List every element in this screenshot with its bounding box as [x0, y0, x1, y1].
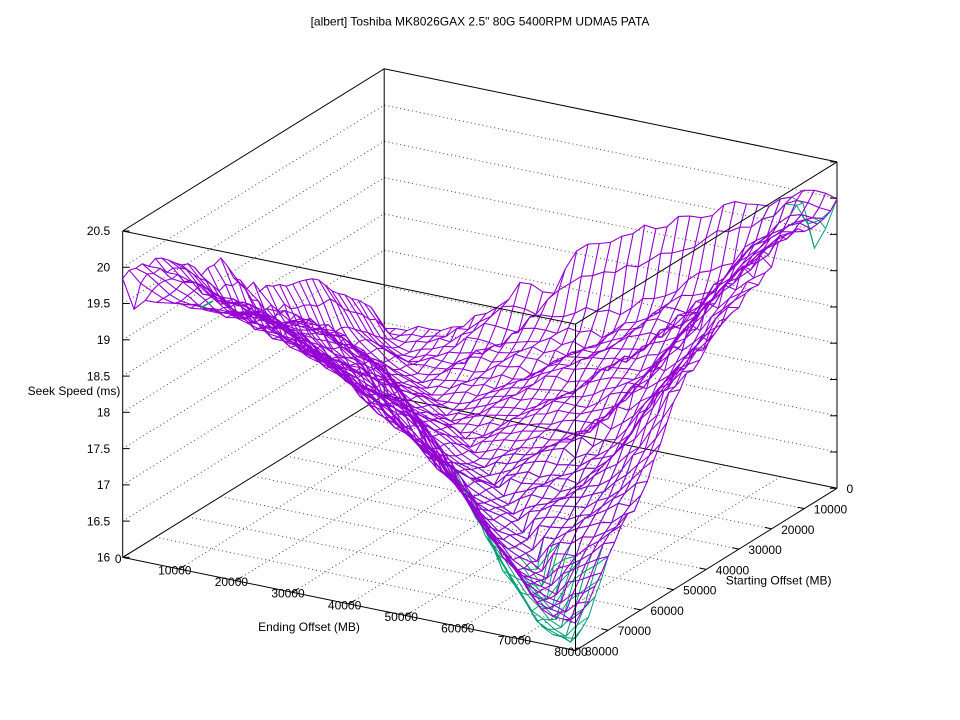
svg-text:18: 18	[97, 406, 111, 420]
svg-text:Starting Offset (MB): Starting Offset (MB)	[726, 574, 832, 588]
svg-text:16.5: 16.5	[87, 514, 111, 528]
svg-text:20000: 20000	[781, 523, 815, 537]
svg-text:60000: 60000	[650, 604, 684, 618]
svg-text:10000: 10000	[814, 503, 848, 517]
svg-text:60000: 60000	[441, 622, 475, 636]
svg-text:30000: 30000	[748, 543, 782, 557]
svg-text:80000: 80000	[554, 645, 588, 659]
svg-text:40000: 40000	[716, 563, 750, 577]
svg-text:50000: 50000	[683, 584, 717, 598]
svg-text:Seek Speed (ms): Seek Speed (ms)	[28, 384, 121, 398]
svg-text:40000: 40000	[328, 598, 362, 612]
svg-text:[albert] Toshiba MK8026GAX 2.5: [albert] Toshiba MK8026GAX 2.5" 80G 5400…	[311, 15, 650, 29]
svg-text:19.5: 19.5	[87, 297, 111, 311]
svg-text:20.5: 20.5	[87, 224, 111, 238]
svg-text:16: 16	[97, 551, 111, 565]
svg-text:20000: 20000	[215, 575, 249, 589]
svg-text:19: 19	[97, 333, 111, 347]
svg-text:Ending Offset (MB): Ending Offset (MB)	[258, 620, 360, 634]
svg-text:0: 0	[115, 552, 122, 566]
svg-text:17: 17	[97, 478, 111, 492]
svg-text:50000: 50000	[385, 610, 419, 624]
svg-text:18.5: 18.5	[87, 369, 111, 383]
svg-text:0: 0	[847, 482, 854, 496]
svg-text:70000: 70000	[498, 633, 532, 647]
svg-text:10000: 10000	[158, 563, 192, 577]
svg-text:30000: 30000	[271, 587, 305, 601]
svg-text:17.5: 17.5	[87, 442, 111, 456]
svg-text:70000: 70000	[618, 624, 652, 638]
svg-text:80000: 80000	[585, 644, 619, 658]
svg-text:20: 20	[97, 261, 111, 275]
